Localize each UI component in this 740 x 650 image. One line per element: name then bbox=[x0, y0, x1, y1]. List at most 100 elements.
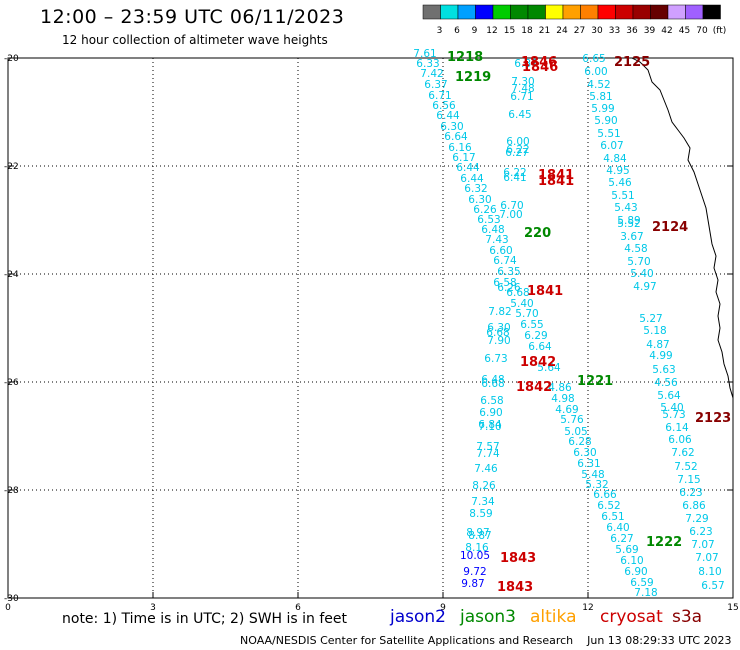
swh-value: 5.32 bbox=[585, 479, 608, 491]
swh-value: 5.76 bbox=[560, 414, 584, 426]
swh-value: 4.58 bbox=[624, 243, 647, 255]
pass-time-label: 1219 bbox=[455, 70, 491, 85]
pass-time-label: 1846 bbox=[521, 55, 557, 70]
swh-value: 6.55 bbox=[520, 319, 543, 331]
swh-value: 10.05 bbox=[460, 550, 490, 562]
swh-value: 7.46 bbox=[474, 463, 498, 475]
swh-value: 7.18 bbox=[634, 587, 657, 599]
swh-value: 7.07 bbox=[695, 552, 718, 564]
lon-tick-label: 6 bbox=[295, 603, 301, 613]
scale-label: 33 bbox=[609, 26, 620, 36]
swh-value: 8.59 bbox=[469, 508, 492, 520]
pass-time-label: 1222 bbox=[646, 535, 682, 550]
page-subtitle: 12 hour collection of altimeter wave hei… bbox=[62, 33, 328, 47]
pass-time-label: 1841 bbox=[527, 284, 563, 299]
swh-value: 5.63 bbox=[652, 364, 675, 376]
swh-value: 5.70 bbox=[515, 308, 538, 320]
swh-value: 6.68 bbox=[481, 378, 504, 390]
swh-value: 6.32 bbox=[464, 183, 487, 195]
swh-value: 4.86 bbox=[548, 382, 572, 394]
swh-value: 6.23 bbox=[679, 487, 702, 499]
swh-value: 5.52 bbox=[617, 218, 640, 230]
scale-label: 6 bbox=[454, 26, 460, 36]
scale-label: 30 bbox=[591, 26, 603, 36]
pass-time-label: 1846 bbox=[522, 60, 558, 75]
coastline bbox=[631, 57, 734, 400]
lon-tick-label: 15 bbox=[727, 603, 738, 613]
swh-value: 5.18 bbox=[643, 325, 666, 337]
swh-value: 7.57 bbox=[476, 441, 499, 453]
swh-value: 6.66 bbox=[593, 489, 617, 501]
scale-label: 15 bbox=[504, 26, 515, 36]
swh-value: 6.71 bbox=[428, 90, 451, 102]
pass-time-label: 1842 bbox=[520, 355, 556, 370]
swh-value: 6.53 bbox=[477, 214, 500, 226]
legend-cryosat: cryosat bbox=[600, 607, 663, 627]
swh-value: 6.14 bbox=[665, 422, 689, 434]
swh-value: 6.37 bbox=[424, 79, 447, 91]
swh-value: 4.84 bbox=[603, 153, 627, 165]
lat-tick-label: -20 bbox=[4, 54, 19, 64]
legend-jason3: jason3 bbox=[460, 607, 516, 627]
swh-value: 7.82 bbox=[488, 306, 511, 318]
swh-value: 4.99 bbox=[649, 350, 672, 362]
swh-value: 4.95 bbox=[606, 165, 629, 177]
swh-value: 5.70 bbox=[627, 256, 650, 268]
swh-value: 6.90 bbox=[479, 407, 502, 419]
swh-value: 6.56 bbox=[432, 100, 456, 112]
swh-value: 5.90 bbox=[594, 115, 617, 127]
scale-label: 36 bbox=[626, 26, 638, 36]
swh-value: 7.29 bbox=[685, 513, 708, 525]
swh-value: 6.07 bbox=[600, 140, 623, 152]
credit-line: NOAA/NESDIS Center for Satellite Applica… bbox=[240, 634, 732, 647]
swh-value: 6.74 bbox=[493, 255, 517, 267]
swh-value: 6.10 bbox=[620, 555, 643, 567]
swh-value: 4.97 bbox=[633, 281, 656, 293]
swh-value: 7.48 bbox=[511, 83, 534, 95]
swh-value: 4.69 bbox=[555, 404, 578, 416]
swh-value: 5.64 bbox=[657, 390, 681, 402]
swh-value: 6.48 bbox=[481, 374, 504, 386]
map-frame bbox=[7, 57, 734, 599]
swh-value: 7.90 bbox=[487, 335, 510, 347]
swh-value: 6.59 bbox=[630, 577, 653, 589]
swh-value: 6.27 bbox=[505, 147, 528, 159]
lat-tick-label: -26 bbox=[4, 378, 19, 388]
swh-value: 5.27 bbox=[639, 313, 662, 325]
scale-label: 42 bbox=[661, 26, 672, 36]
pass-time-label: 220 bbox=[524, 226, 551, 241]
swh-value: 6.68 bbox=[506, 287, 529, 299]
swh-value: 5.99 bbox=[591, 103, 614, 115]
swh-value: 7.74 bbox=[476, 448, 500, 460]
pass-time-label: 1221 bbox=[577, 374, 613, 389]
swh-value: 9.72 bbox=[463, 566, 486, 578]
swh-value: 8.97 bbox=[466, 527, 489, 539]
scale-label: 27 bbox=[574, 26, 585, 36]
swh-value: 5.51 bbox=[611, 190, 634, 202]
swh-value: 4.87 bbox=[646, 339, 669, 351]
swh-value: 6.31 bbox=[577, 458, 600, 470]
scale-label: (ft) bbox=[713, 26, 727, 36]
swh-value: 6.68 bbox=[486, 327, 509, 339]
scale-label: 45 bbox=[679, 26, 690, 36]
scale-label: 21 bbox=[539, 26, 550, 36]
swh-value: 6.17 bbox=[452, 152, 475, 164]
swh-value: 7.62 bbox=[671, 447, 694, 459]
swh-value: 6.57 bbox=[701, 580, 724, 592]
swh-value: 7.61 bbox=[413, 48, 436, 60]
color-scale-legend: 3 6 9 12 15 18 21 24 27 30 33 36 39 42 45 70 (ft) bbox=[422, 4, 727, 36]
pass-time-label: 1218 bbox=[447, 50, 483, 65]
scale-label: 70 bbox=[696, 26, 708, 36]
swh-value: 6.00 bbox=[506, 136, 529, 148]
legend-jason2: jason2 bbox=[390, 607, 446, 627]
legend-altika: altika bbox=[530, 607, 577, 627]
swh-value: 6.16 bbox=[448, 142, 472, 154]
lat-tick-label: -22 bbox=[4, 162, 19, 172]
swh-value: 6.35 bbox=[497, 266, 520, 278]
swh-value: 6.48 bbox=[481, 224, 504, 236]
swh-value: 5.46 bbox=[608, 177, 632, 189]
swh-value: 5.43 bbox=[614, 202, 637, 214]
swh-value: 6.44 bbox=[456, 162, 480, 174]
scale-label: 3 bbox=[437, 26, 443, 36]
